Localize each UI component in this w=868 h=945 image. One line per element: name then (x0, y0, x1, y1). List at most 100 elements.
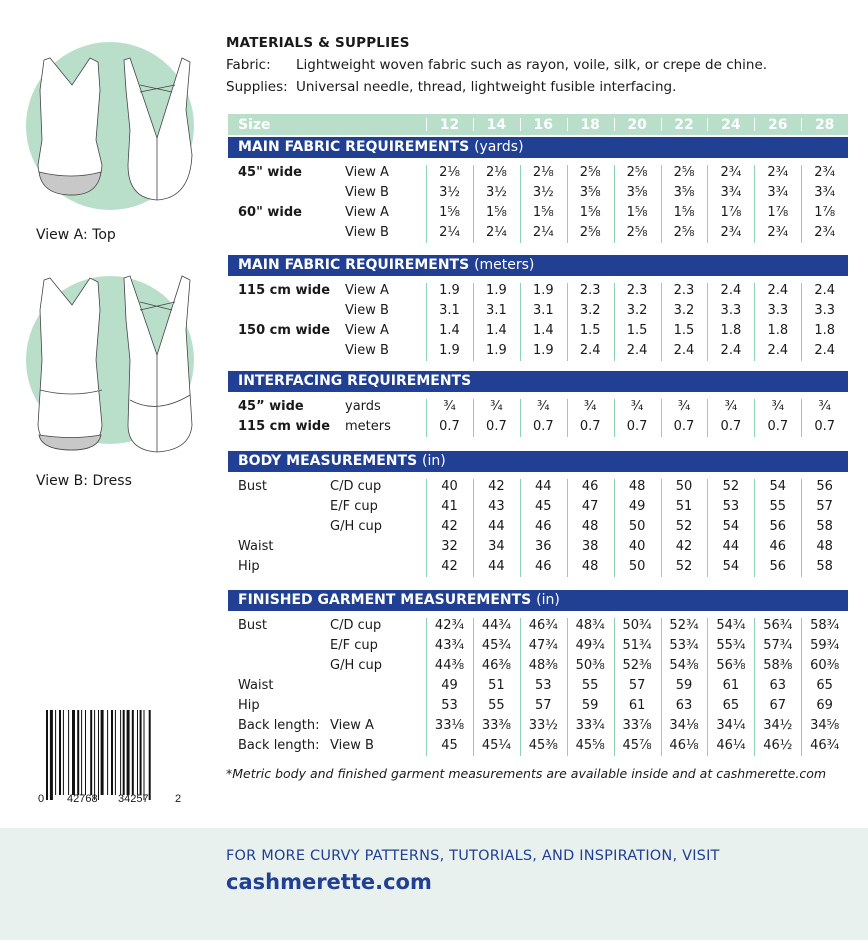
column-divider (566, 165, 568, 243)
column-divider (660, 399, 662, 437)
table-cell: 0.7 (767, 419, 789, 434)
table-cell: 33⅞ (622, 718, 652, 733)
fabric-text: Lightweight woven fabric such as rayon, … (296, 57, 768, 73)
table-cell: 47 (581, 499, 599, 514)
table-cell: 45 (441, 738, 458, 753)
table-cell: 1⅝ (673, 205, 695, 220)
barcode-bar (46, 710, 48, 800)
column-divider (754, 165, 756, 243)
barcode-bar (62, 710, 64, 795)
table-cell: 53 (441, 698, 458, 713)
table-cell: 54 (722, 559, 740, 574)
row-sublabel: View B (345, 185, 389, 200)
table-cell: 0.7 (626, 419, 648, 434)
barcode-bar (68, 710, 70, 795)
table-cell: 1⅞ (720, 205, 742, 220)
table-cell: 1⅝ (626, 205, 648, 220)
table-cell: 44 (722, 539, 740, 554)
size-separator (472, 118, 474, 131)
table-cell: 3.1 (532, 303, 554, 318)
column-divider (519, 479, 521, 577)
table-cell: 38 (581, 539, 599, 554)
barcode (46, 710, 151, 800)
table-cell: 46⅛ (669, 738, 699, 753)
table-cell: 1.5 (673, 323, 695, 338)
barcode-bar (120, 710, 122, 795)
table-cell: 49 (441, 678, 458, 693)
footer-url-link[interactable]: cashmerette.com (226, 870, 432, 894)
row-label: Waist (238, 678, 274, 693)
table-cell: 40 (628, 539, 646, 554)
table-cell: 2⅝ (626, 165, 648, 180)
barcode-bar (137, 710, 138, 795)
table-cell: 51¾ (622, 638, 652, 653)
table-cell: 42 (488, 479, 505, 494)
view-b-back-icon (123, 275, 193, 453)
column-divider (613, 479, 615, 577)
table-cell: 2⅛ (532, 165, 554, 180)
table-cell: 3.3 (720, 303, 742, 318)
table-cell: 1⅝ (485, 205, 507, 220)
column-divider (707, 399, 709, 437)
column-divider (754, 618, 756, 756)
table-cell: 59 (675, 678, 693, 693)
table-cell: 61 (722, 678, 740, 693)
table-cell: 1.9 (439, 283, 460, 298)
section-header: MAIN FABRIC REQUIREMENTS (yards) (228, 137, 848, 158)
table-cell: 57 (535, 698, 552, 713)
table-cell: 2¼ (439, 225, 460, 240)
column-divider (660, 283, 662, 361)
row-label: Hip (238, 559, 260, 574)
row-sublabel: G/H cup (330, 658, 382, 673)
footnote: *Metric body and finished garment measur… (226, 766, 827, 781)
row-sublabel: View B (345, 343, 389, 358)
barcode-bar (114, 710, 116, 795)
table-cell: 1.8 (720, 323, 742, 338)
table-cell: 2¾ (720, 165, 742, 180)
table-cell: 0.7 (439, 419, 460, 434)
table-cell: 44 (488, 519, 505, 534)
table-cell: 3½ (485, 185, 507, 200)
barcode-digits-3: 34257 (118, 793, 149, 805)
table-cell: 2¾ (767, 165, 789, 180)
table-cell: 61 (628, 698, 646, 713)
table-cell: 58 (816, 519, 833, 534)
column-divider (472, 399, 474, 437)
table-cell: 2.4 (767, 283, 789, 298)
column-divider (426, 165, 427, 243)
table-cell: 2.4 (626, 343, 648, 358)
table-cell: 3¾ (767, 185, 789, 200)
table-cell: 46¼ (716, 738, 746, 753)
table-cell: ¾ (771, 399, 785, 414)
table-cell: 1.4 (439, 323, 460, 338)
column-divider (426, 283, 427, 361)
table-cell: 2¾ (814, 165, 836, 180)
table-cell: 0.7 (486, 419, 507, 434)
table-cell: 1.9 (532, 343, 554, 358)
table-cell: 48 (581, 559, 599, 574)
table-cell: 1⅞ (814, 205, 836, 220)
table-cell: 52 (722, 479, 740, 494)
table-cell: 2.4 (720, 283, 742, 298)
table-cell: 1⅝ (579, 205, 601, 220)
table-cell: 45⅞ (622, 738, 652, 753)
table-cell: 2¼ (532, 225, 554, 240)
column-divider (426, 399, 427, 437)
table-cell: 1.8 (814, 323, 836, 338)
table-cell: 1.8 (767, 323, 789, 338)
barcode-bar (72, 710, 75, 795)
table-cell: 1.9 (532, 283, 554, 298)
column-divider (754, 283, 756, 361)
row-label: Waist (238, 539, 274, 554)
column-divider (801, 479, 803, 577)
table-cell: 65 (816, 678, 833, 693)
column-divider (519, 399, 521, 437)
barcode-bar (122, 710, 125, 795)
column-divider (613, 165, 615, 243)
table-cell: 45¾ (481, 638, 511, 653)
size-separator (426, 118, 427, 131)
table-cell: 2.3 (673, 283, 695, 298)
column-divider (472, 618, 474, 756)
row-sublabel: View A (345, 205, 389, 220)
table-cell: 52¾ (669, 618, 699, 633)
